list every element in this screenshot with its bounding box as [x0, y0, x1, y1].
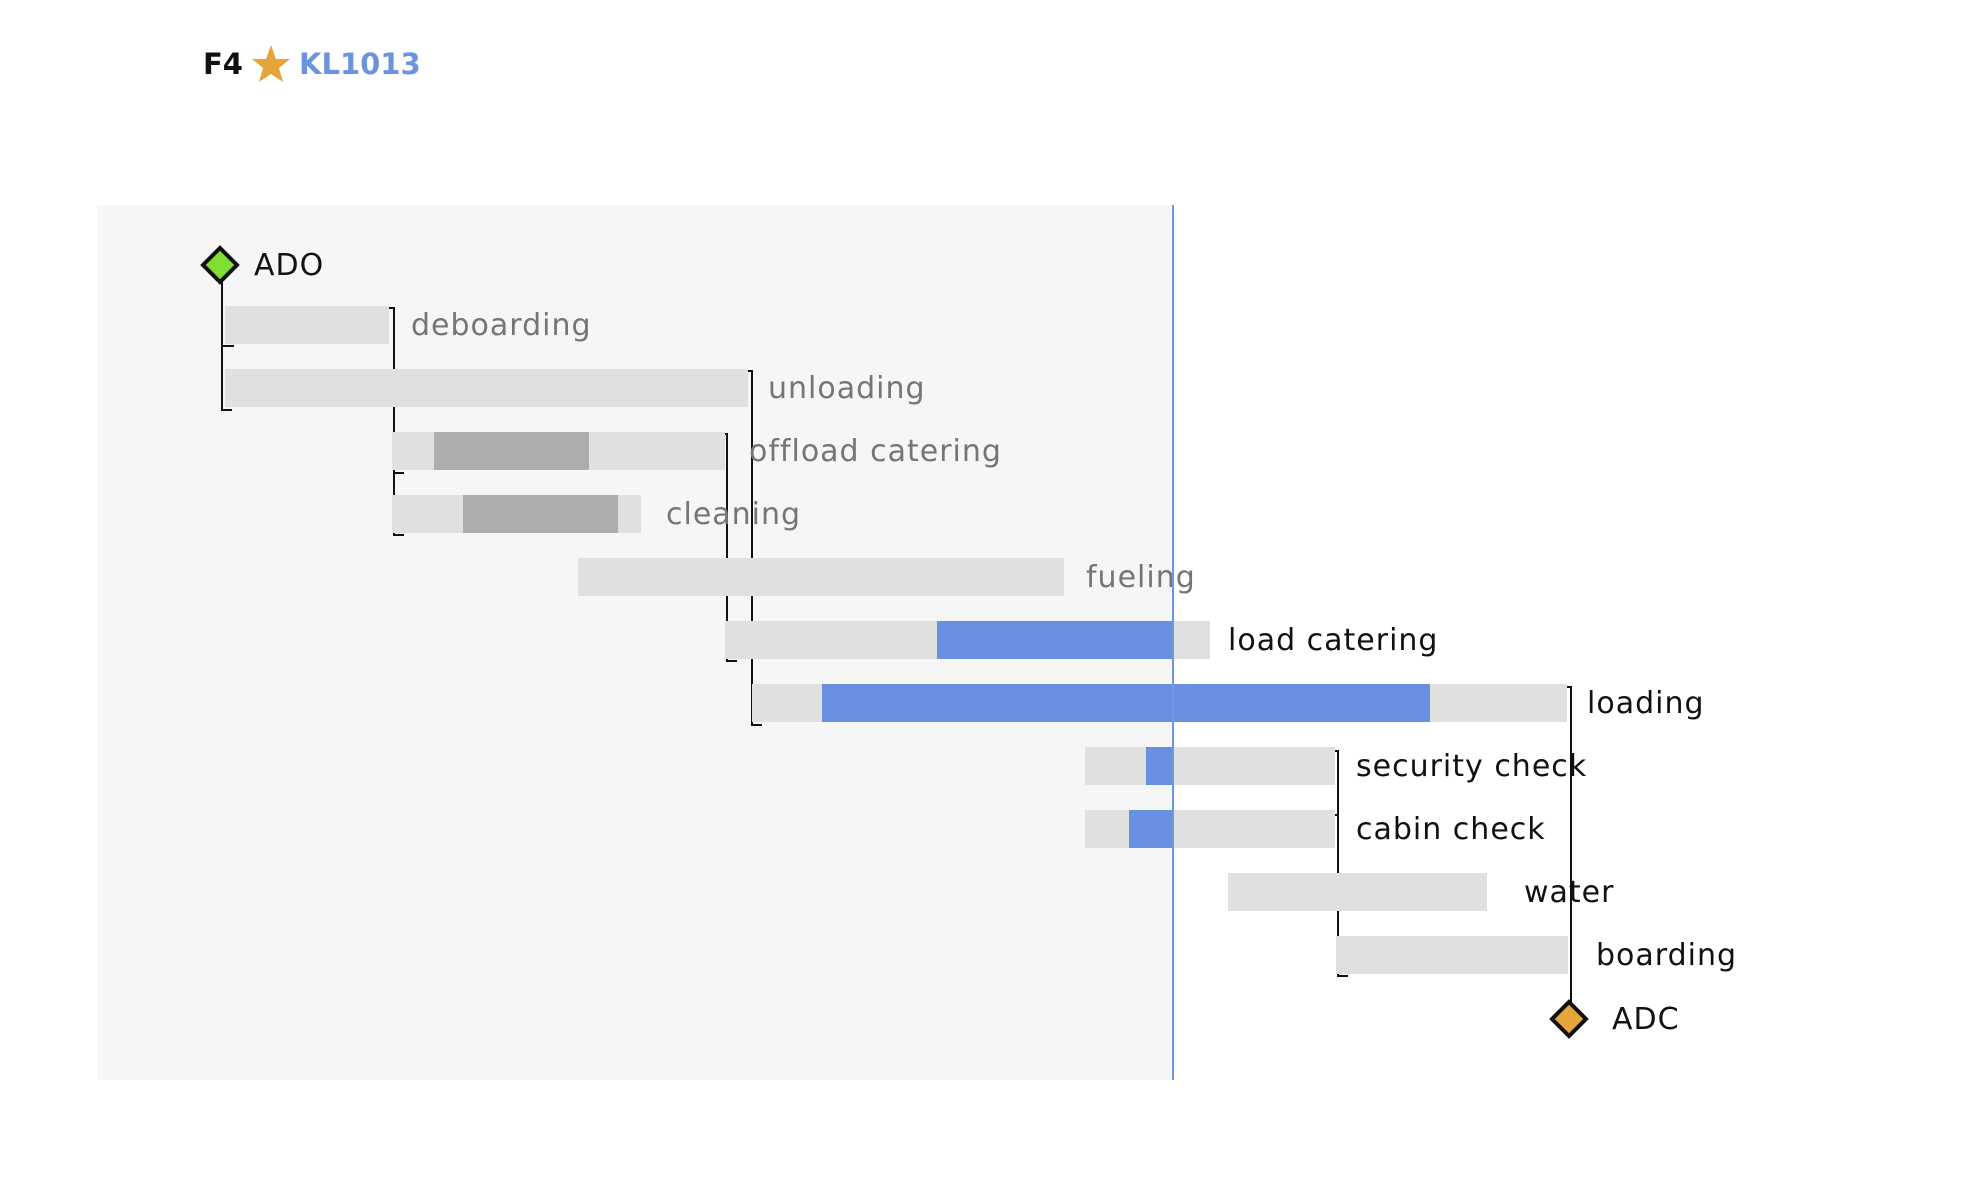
- adc-label: ADC: [1612, 1002, 1680, 1037]
- flight-number[interactable]: KL1013: [299, 47, 421, 81]
- task-track-boarding[interactable]: [1336, 936, 1568, 974]
- task-progress-load-catering[interactable]: [937, 621, 1172, 659]
- task-label-fueling: fueling: [1086, 560, 1196, 595]
- ado-milestone[interactable]: ADO: [200, 245, 324, 285]
- task-label-security-check: security check: [1356, 749, 1587, 784]
- task-label-cabin-check: cabin check: [1356, 812, 1546, 847]
- task-label-loading: loading: [1587, 686, 1705, 721]
- task-progress-offload-catering[interactable]: [434, 432, 589, 470]
- ado-label: ADO: [254, 248, 324, 283]
- task-label-boarding: boarding: [1596, 938, 1737, 973]
- task-progress-cleaning[interactable]: [463, 495, 618, 533]
- ado-diamond-icon: [200, 245, 240, 285]
- task-progress-security-check[interactable]: [1146, 747, 1173, 785]
- gate-label: F4: [203, 47, 243, 81]
- flight-header: F4 KL1013: [203, 42, 421, 86]
- task-label-offload-catering: offload catering: [749, 434, 1002, 469]
- task-label-water: water: [1524, 875, 1614, 910]
- task-track-fueling[interactable]: [578, 558, 1064, 596]
- task-track-security-check[interactable]: [1085, 747, 1335, 785]
- task-labels: deboarding unloading offload catering clean…: [411, 308, 1737, 973]
- task-track-cabin-check[interactable]: [1085, 810, 1335, 848]
- task-bars: [225, 306, 1568, 974]
- connector-deboarding: [386, 307, 404, 536]
- adc-milestone[interactable]: ADC: [1549, 999, 1680, 1039]
- task-progress-loading[interactable]: [822, 684, 1430, 722]
- task-progress-cabin-check[interactable]: [1129, 810, 1173, 848]
- task-label-unloading: unloading: [768, 371, 926, 406]
- task-label-cleaning: cleaning: [666, 497, 801, 532]
- star-icon[interactable]: [251, 44, 291, 84]
- task-label-load-catering: load catering: [1228, 623, 1438, 658]
- connector-ado-branch: [221, 282, 234, 411]
- task-track-water[interactable]: [1228, 873, 1487, 911]
- task-track-unloading[interactable]: [225, 369, 748, 407]
- task-track-deboarding[interactable]: [225, 306, 389, 344]
- adc-diamond-icon: [1549, 999, 1589, 1039]
- task-label-deboarding: deboarding: [411, 308, 592, 343]
